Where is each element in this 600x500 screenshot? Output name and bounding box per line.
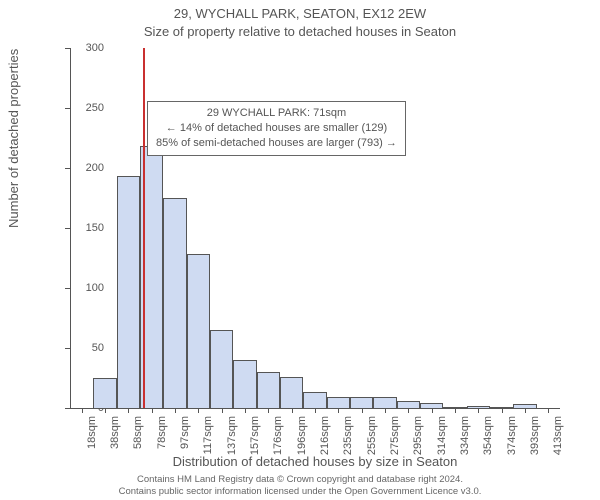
chart-title-sub: Size of property relative to detached ho… [0,24,600,39]
histogram-bar [117,176,140,408]
x-tick-mark [408,408,409,413]
x-tick-mark [525,408,526,413]
annotation-box: 29 WYCHALL PARK: 71sqm ← 14% of detached… [147,101,406,156]
credit-line-3: Contains public sector information licen… [119,486,482,497]
y-axis-label: Number of detached properties [6,49,21,228]
x-tick-mark [338,408,339,413]
histogram-bar [303,392,326,408]
x-tick-mark [268,408,269,413]
x-tick-mark [82,408,83,413]
histogram-bar [350,397,373,408]
histogram-bar [373,397,396,408]
x-tick-mark [315,408,316,413]
x-tick-mark [455,408,456,413]
histogram-bar [210,330,233,408]
x-tick-mark [152,408,153,413]
x-tick-mark [245,408,246,413]
chart-container: 29, WYCHALL PARK, SEATON, EX12 2EW Size … [0,0,600,500]
x-tick-mark [128,408,129,413]
histogram-bar [257,372,280,408]
chart-title-main: 29, WYCHALL PARK, SEATON, EX12 2EW [0,6,600,21]
histogram-bar [397,401,420,408]
credit-line-1: Contains HM Land Registry data © Crown c… [137,474,463,485]
x-tick-mark [502,408,503,413]
x-tick-mark [385,408,386,413]
x-tick-mark [292,408,293,413]
histogram-bar [163,198,186,408]
histogram-bar [327,397,350,408]
annotation-line-2: ← 14% of detached houses are smaller (12… [156,121,397,136]
x-tick-mark [175,408,176,413]
x-tick-mark [198,408,199,413]
annotation-line-1: 29 WYCHALL PARK: 71sqm [156,106,397,121]
x-tick-mark [478,408,479,413]
x-tick-mark [105,408,106,413]
credit-text: Contains HM Land Registry data © Crown c… [0,474,600,498]
x-tick-mark [432,408,433,413]
y-tick-mark [65,408,70,409]
annotation-line-3: 85% of semi-detached houses are larger (… [156,136,397,151]
x-tick-mark [548,408,549,413]
histogram-bar [187,254,210,408]
histogram-bar [93,378,116,408]
histogram-bar [233,360,256,408]
x-axis-caption: Distribution of detached houses by size … [70,454,560,469]
x-tick-mark [362,408,363,413]
x-tick-mark [222,408,223,413]
reference-line [143,48,145,408]
histogram-bar [280,377,303,408]
plot-area: 29 WYCHALL PARK: 71sqm ← 14% of detached… [70,48,560,408]
